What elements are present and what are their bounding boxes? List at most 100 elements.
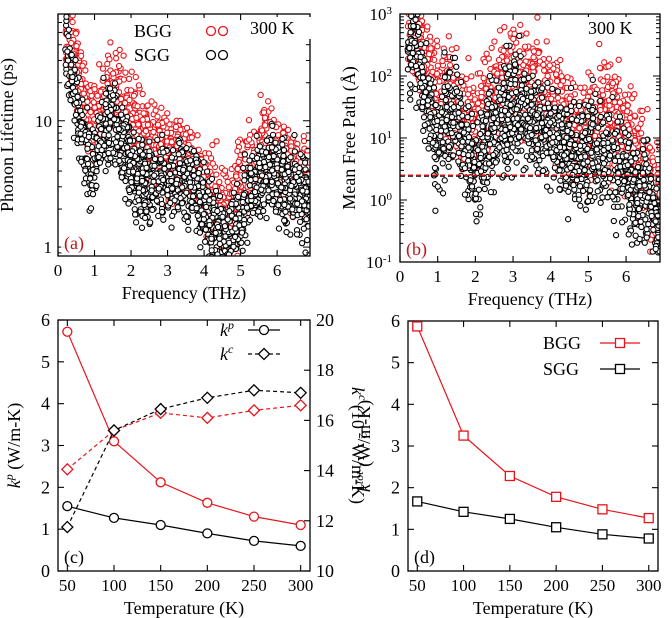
data-point: [244, 239, 251, 246]
data-point: [544, 72, 551, 80]
data-point: [183, 144, 190, 152]
data-point: [234, 165, 241, 173]
data-point: [122, 177, 129, 185]
data-point: [78, 158, 85, 165]
data-point: [130, 129, 137, 136]
data-point: [275, 225, 283, 232]
data-point: [213, 138, 220, 145]
data-point: [73, 43, 80, 50]
data-point: [240, 164, 247, 172]
data-point: [148, 98, 155, 105]
data-point: [503, 57, 511, 64]
data-point: [94, 92, 101, 99]
data-point: [239, 247, 246, 254]
data-point: [193, 159, 200, 166]
data-point: [126, 186, 133, 194]
data-point: [446, 62, 454, 69]
data-point: [285, 168, 292, 176]
data-point: [222, 233, 229, 240]
data-point: [72, 111, 80, 119]
data-point: [240, 191, 248, 198]
data-point: [158, 208, 166, 216]
data-point: [604, 73, 611, 80]
data-point: [178, 200, 186, 207]
data-point: [291, 131, 298, 139]
data-point: [419, 103, 426, 111]
data-point: [212, 229, 219, 237]
data-point: [159, 131, 166, 139]
data-point: [127, 151, 134, 159]
data-point: [200, 216, 207, 223]
data-point: [529, 64, 537, 71]
data-point: [79, 111, 86, 119]
data-point: [257, 213, 264, 220]
data-point: [91, 104, 98, 111]
data-point: [260, 207, 267, 215]
data-point: [65, 26, 72, 33]
data-point: [415, 28, 423, 36]
data-point: [149, 206, 156, 214]
data-point: [441, 49, 448, 56]
data-point: [616, 99, 624, 106]
data-point: [586, 88, 593, 95]
data-point: [208, 175, 216, 183]
data-point: [85, 133, 92, 141]
data-point: [260, 201, 267, 208]
data-point: [135, 82, 143, 89]
data-point: [280, 123, 287, 130]
data-point: [139, 116, 146, 123]
data-point: [203, 168, 211, 175]
data-point: [155, 185, 163, 192]
data-point: [106, 85, 114, 92]
panel-label-bg: [61, 232, 87, 253]
data-point: [173, 180, 180, 187]
data-point: [639, 107, 646, 115]
data-point: [219, 213, 226, 220]
data-point: [187, 157, 194, 164]
data-point: [434, 43, 441, 50]
data-point: [477, 204, 484, 211]
data-point: [530, 48, 538, 55]
data-point: [69, 18, 76, 26]
data-point: [102, 90, 110, 97]
data-point: [592, 90, 599, 98]
data-point: [96, 61, 103, 68]
data-point: [606, 102, 613, 109]
data-point: [176, 160, 184, 167]
data-point: [176, 140, 183, 147]
data-point: [127, 87, 135, 94]
data-point: [545, 55, 553, 62]
data-point: [483, 111, 491, 118]
data-point: [168, 138, 175, 146]
data-point: [581, 166, 588, 174]
data-point: [261, 114, 269, 121]
data-point: [128, 179, 135, 186]
data-point: [588, 98, 595, 105]
data-point: [280, 146, 288, 154]
data-point: [540, 67, 548, 74]
data-point: [293, 173, 300, 181]
data-point: [112, 139, 120, 146]
data-point: [160, 216, 167, 223]
data-point: [597, 106, 604, 114]
data-point: [139, 151, 146, 158]
data-point: [599, 87, 606, 94]
data-point: [205, 150, 213, 157]
data-point: [172, 123, 180, 131]
data-point: [279, 135, 286, 143]
data-point: [72, 30, 80, 37]
data-point: [175, 151, 182, 158]
data-point: [87, 205, 95, 212]
legend-label: BGG: [134, 21, 172, 41]
data-point: [494, 70, 501, 77]
data-point: [461, 191, 469, 198]
data-point: [263, 214, 270, 222]
data-point: [258, 172, 266, 179]
data-point: [74, 93, 81, 100]
data-point: [594, 188, 601, 195]
data-point: [202, 226, 209, 233]
data-point: [111, 116, 118, 123]
data-point: [597, 97, 604, 105]
data-point: [621, 91, 629, 98]
data-point: [599, 119, 607, 126]
